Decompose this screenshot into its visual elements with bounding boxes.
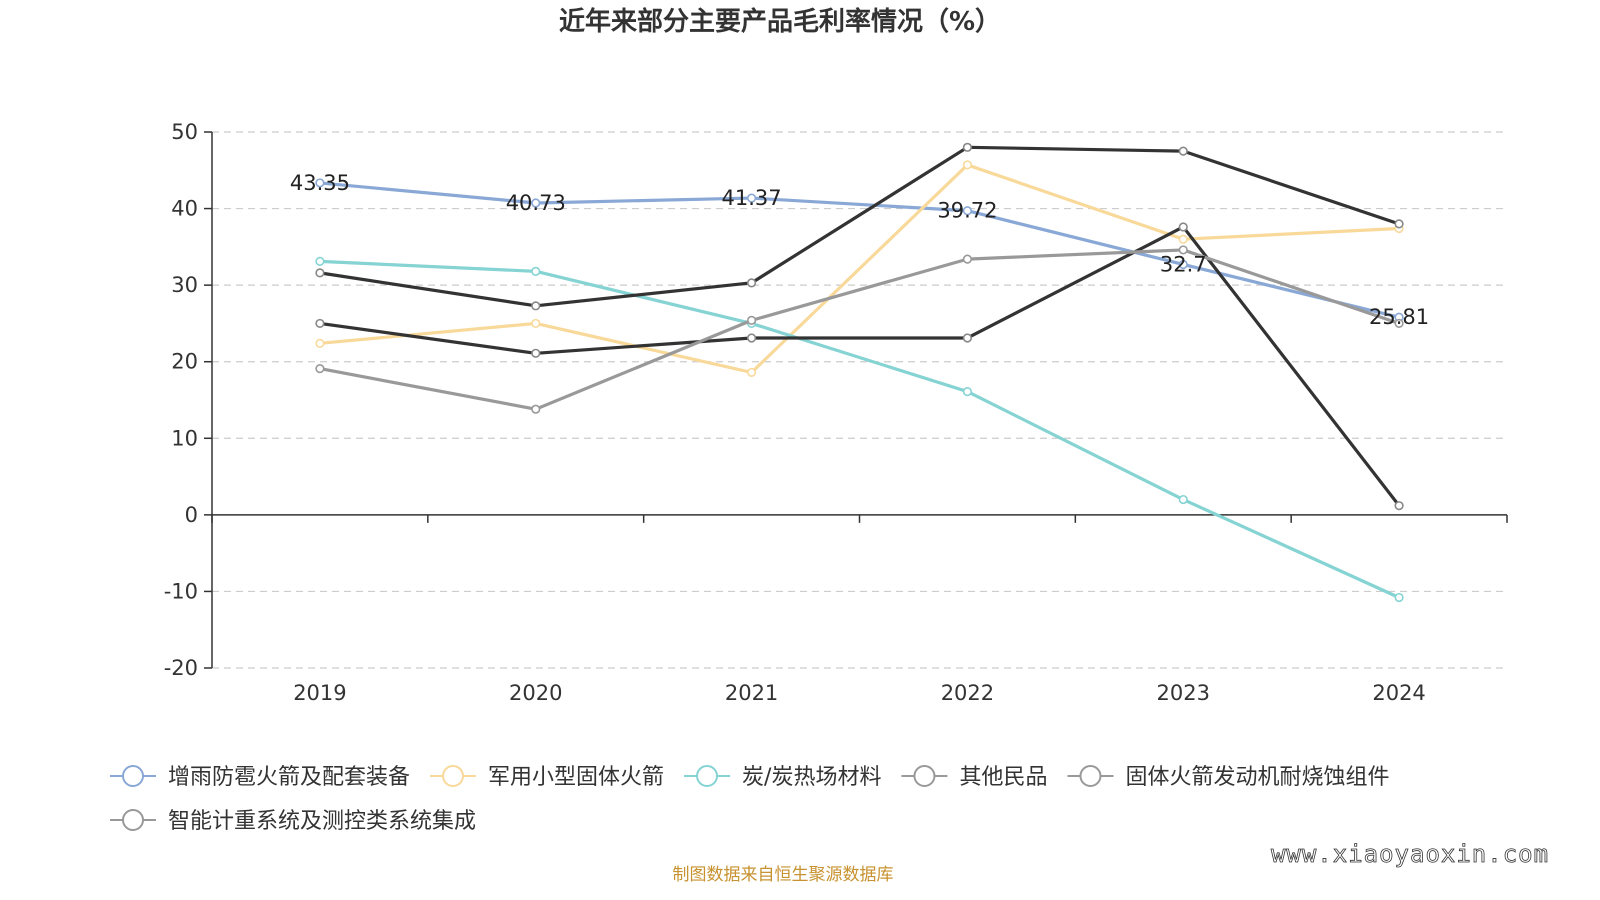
- series-5-point: [1178, 222, 1188, 232]
- series-4-point: [1178, 146, 1188, 156]
- x-tick-label: 2021: [725, 681, 778, 705]
- data-label: 43.35: [290, 171, 350, 195]
- x-tick-label: 2022: [941, 681, 994, 705]
- series-1-point: [531, 198, 541, 208]
- series-3-point: [962, 386, 973, 397]
- series-line-4: [319, 145, 1400, 308]
- data-label: 25.81: [1369, 305, 1429, 329]
- data-label: 32.7: [1160, 252, 1207, 276]
- series-5-point: [746, 333, 757, 343]
- y-tick-label: 50: [171, 120, 198, 144]
- series-6-point: [315, 364, 325, 374]
- y-tick-label: -10: [164, 579, 198, 603]
- x-tick-label: 2024: [1372, 681, 1425, 705]
- legend[interactable]: 增雨防雹火箭及配套装备 军用小型固体火箭 炭/炭热场材料 其他民品 固体火箭发动机耐烧蚀…: [110, 765, 1389, 834]
- data-label: 40.73: [506, 191, 566, 215]
- series-6-point: [1178, 245, 1188, 255]
- x-tick-label: 2020: [509, 681, 562, 705]
- legend-marker-circle: [122, 765, 144, 787]
- axes: 50 40 30 20 10 0 -10 -20 2019 2020 2021 2022 2023 202…: [164, 120, 1508, 705]
- series-2-point: [746, 367, 757, 378]
- series-2-point: [962, 160, 973, 170]
- legend-item-label: 其他民品: [959, 765, 1047, 790]
- legend-item-label: 固体火箭发动机耐烧蚀组件: [1125, 765, 1389, 790]
- series-1-point: [1178, 259, 1188, 270]
- x-tick-label: 2023: [1157, 681, 1210, 705]
- chart-title: 近年来部分主要产品毛利率情况（%）: [559, 6, 1001, 37]
- series-5-point: [315, 318, 325, 329]
- series-5-point: [1394, 501, 1404, 511]
- data-label: 41.37: [722, 186, 782, 210]
- series-1-point: [315, 178, 325, 188]
- legend-marker-circle: [913, 765, 936, 787]
- y-tick-label: 20: [171, 350, 198, 374]
- y-tick-label: -20: [164, 656, 198, 680]
- legend-item-label: 增雨防雹火箭及配套装备: [168, 765, 410, 790]
- y-tick-label: 10: [171, 426, 198, 450]
- series-3-point: [315, 256, 325, 267]
- series-6-point: [1394, 318, 1404, 329]
- series-group: [315, 142, 1404, 603]
- series-line-6: [319, 248, 1400, 411]
- legend-marker-circle: [122, 809, 144, 831]
- series-5-point: [531, 348, 541, 358]
- series-line-2: [319, 163, 1400, 375]
- series-line-5: [319, 225, 1401, 507]
- legend-item-label: 炭/炭热场材料: [742, 765, 881, 790]
- series-2-point: [531, 318, 541, 329]
- series-6-point: [746, 315, 757, 325]
- legend-marker-circle: [1079, 765, 1102, 787]
- series-2-point: [1178, 234, 1188, 244]
- series-4-point: [315, 268, 325, 278]
- series-5-point: [962, 333, 973, 343]
- series-4-point: [962, 142, 973, 152]
- series-4-point: [1394, 219, 1404, 229]
- y-tick-label: 0: [185, 503, 198, 527]
- series-1-point: [962, 206, 973, 216]
- series-3-point: [1394, 592, 1404, 603]
- series-2-point: [315, 338, 325, 348]
- series-4-point: [531, 301, 541, 311]
- series-3-point: [531, 266, 541, 276]
- legend-item-label: 智能计重系统及测控类系统集成: [168, 809, 476, 834]
- series-1-point: [746, 193, 757, 203]
- series-4-point: [746, 278, 757, 288]
- y-tick-label: 40: [171, 197, 198, 221]
- y-tick-label: 30: [171, 273, 198, 297]
- series-line-3: [319, 259, 1400, 600]
- x-tick-label: 2019: [293, 681, 346, 705]
- legend-marker-circle: [442, 765, 465, 787]
- data-label: 39.72: [937, 199, 997, 223]
- series-3-point: [1178, 494, 1188, 505]
- source-note: 制图数据来自恒生聚源数据库: [673, 865, 894, 885]
- series-6-point: [531, 404, 541, 414]
- grid: [212, 131, 1507, 669]
- series-6-point: [962, 254, 973, 264]
- data-labels: 43.35 40.73 41.37 39.72 32.7 25.81: [290, 171, 1429, 329]
- legend-item-label: 军用小型固体火箭: [488, 765, 664, 790]
- watermark: www.xiaoyaoxin.com: [1271, 840, 1549, 868]
- legend-marker-circle: [696, 765, 719, 787]
